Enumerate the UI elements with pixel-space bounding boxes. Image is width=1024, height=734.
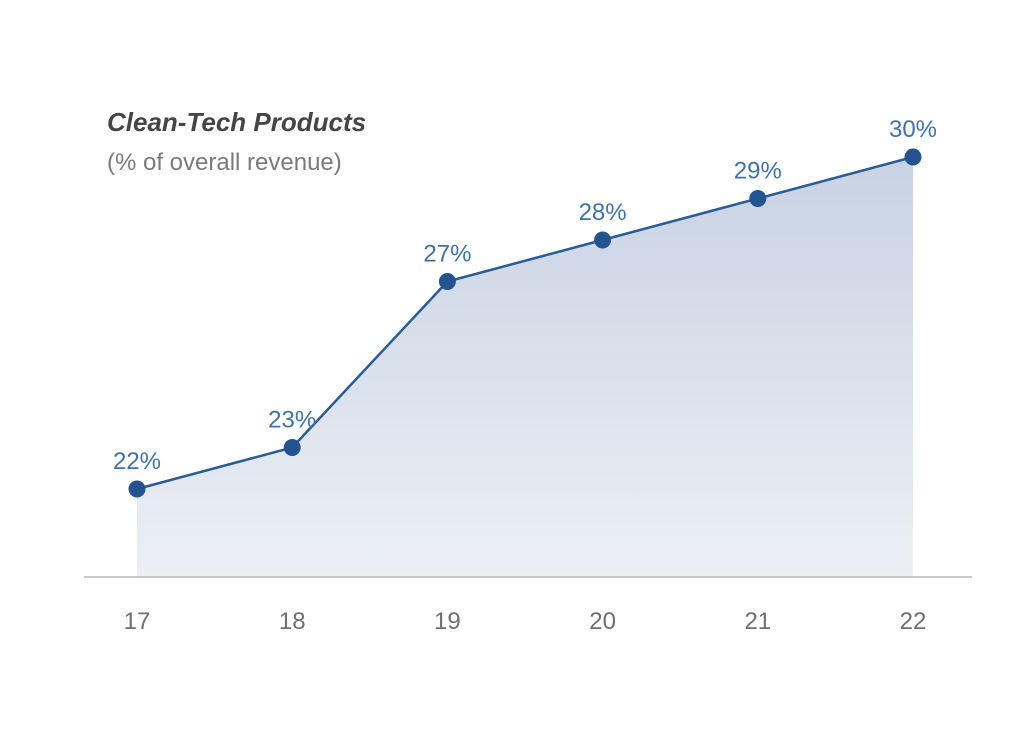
data-label: 23%	[268, 407, 316, 434]
x-tick-label: 22	[900, 608, 927, 635]
data-label: 27%	[423, 241, 471, 268]
data-label: 28%	[579, 199, 627, 226]
data-label: 22%	[113, 448, 161, 475]
x-tick-label: 18	[279, 608, 306, 635]
data-point	[904, 148, 922, 166]
data-label: 29%	[734, 158, 782, 185]
data-label: 30%	[889, 116, 937, 143]
data-point	[283, 439, 301, 457]
x-tick-label: 19	[434, 608, 461, 635]
chart-title: Clean-Tech Products	[107, 107, 366, 137]
data-point	[594, 231, 612, 249]
chart-subtitle: (% of overall revenue)	[107, 149, 342, 176]
data-point	[128, 480, 146, 498]
area-fill	[137, 157, 913, 577]
data-point	[438, 273, 456, 291]
x-tick-label: 20	[589, 608, 616, 635]
data-point	[749, 190, 767, 208]
x-tick-label: 21	[744, 608, 771, 635]
x-tick-label: 17	[124, 608, 151, 635]
series-line	[136, 155, 914, 491]
